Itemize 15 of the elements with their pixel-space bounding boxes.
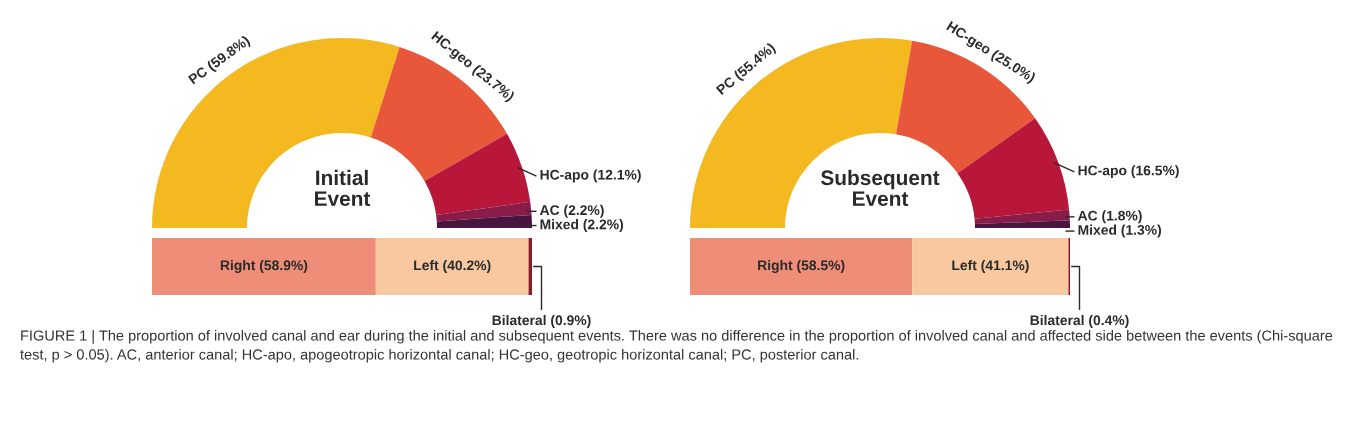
data-label: Left (41.1%) — [952, 260, 1029, 273]
text: Initial Event — [315, 169, 371, 207]
slice-label: Mixed (2.2%) — [540, 219, 624, 233]
slice-label: HC-apo (16.5%) — [1078, 165, 1179, 179]
data-label: Bilateral (0.9%) — [492, 314, 591, 328]
slice-label: Mixed (1.3%) — [1078, 224, 1162, 238]
data-label: Bilateral (0.4%) — [1030, 314, 1129, 328]
slice-label: HC-apo (12.1%) — [540, 169, 641, 183]
slice-label: AC (2.2%) — [539, 204, 604, 218]
data-label: Right (58.9%) — [220, 260, 308, 273]
caption: FIGURE 1 | The proportion of involved canal and ear during the initial and subsequent events. There was no difference in the proportion of involved canal and affected side between the events (Chi-square test, p > 0.05). AC, anterior canal; HC-apo, apogeotropic horizontal canal; HC-geo, geotropic horizontal canal; PC, posterior canal. — [20, 330, 1333, 363]
data-label: Right (58.5%) — [758, 260, 845, 273]
data-label: Left (40.2%) — [414, 260, 491, 273]
text: Subsequent Event — [820, 169, 940, 207]
slice-label: AC (1.8%) — [1077, 210, 1142, 224]
